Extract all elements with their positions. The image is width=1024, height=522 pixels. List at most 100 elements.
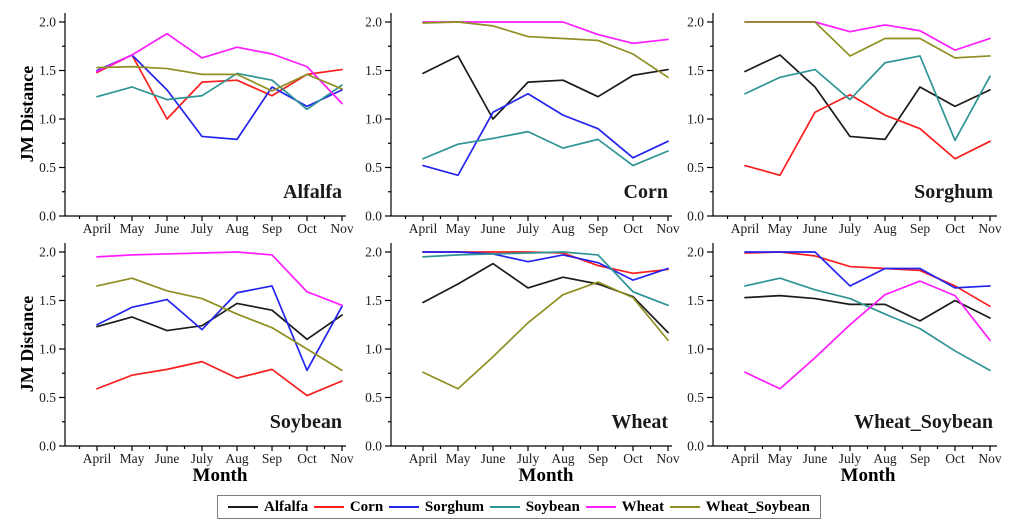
series-line-soybean (422, 251, 669, 307)
x-tick-label: April (409, 451, 438, 466)
legend-box: Alfalfa Corn Sorghum Soybean Wheat Wheat_Soyb… (217, 495, 821, 519)
subplot-soybean: 0.0 0.5 1.0 1.5 2.0 April May June July Aug Sep Oct… (39, 243, 354, 466)
x-tick-label: July (517, 221, 540, 236)
x-tick-label: Aug (225, 451, 248, 466)
series-line-wheat_soybean (422, 281, 669, 390)
x-tick-label: June (155, 451, 180, 466)
y-axis-title-bottom: JM Distance (17, 295, 37, 393)
subplot-sorghum: 0.0 0.5 1.0 1.5 2.0 April May June July Aug Sep Oct… (687, 13, 1002, 236)
y-tick-label: 1.0 (687, 342, 704, 357)
x-tick-label: Nov (656, 451, 679, 466)
y-tick-label: 0.5 (39, 160, 56, 175)
x-tick-label: July (839, 221, 862, 236)
x-tick-label: April (731, 221, 760, 236)
series-line-wheat_soybean (96, 277, 343, 372)
legend-item-sorghum: Sorghum (388, 498, 485, 516)
legend-label: Alfalfa (264, 498, 309, 515)
y-tick-label: 2.0 (687, 15, 704, 30)
x-tick-label: Aug (873, 221, 896, 236)
sorghum-line-swatch (388, 506, 419, 508)
x-tick-label: Nov (330, 221, 353, 236)
series-line-wheat (96, 32, 343, 105)
y-tick-label: 0.0 (39, 439, 56, 454)
alfalfa-line-swatch (228, 506, 258, 508)
y-tick-label: 0.5 (365, 160, 382, 175)
y-tick-label: 0.0 (687, 439, 704, 454)
series-line-alfalfa (422, 55, 669, 120)
series-line-wheat (744, 280, 991, 390)
legend-item-wheat_soybean: Wheat_Soybean (669, 498, 810, 516)
y-tick-label: 2.0 (365, 245, 382, 260)
x-tick-label: May (120, 451, 145, 466)
series-line-sorghum (422, 92, 669, 177)
series-line-sorghum (96, 54, 343, 141)
series-line-alfalfa (744, 294, 991, 322)
subplot-wheat_soybean: 0.0 0.5 1.0 1.5 2.0 April May June July Aug Sep Oct… (687, 243, 1002, 466)
x-axis-title-col3: Month (840, 465, 896, 486)
subplot-wheat: 0.0 0.5 1.0 1.5 2.0 April May June July Aug Sep Oct… (365, 243, 680, 466)
legend-label: Sorghum (424, 498, 485, 515)
jm-distance-figure: 0.0 0.5 1.0 1.5 2.0 April May June July Aug Sep Oct… (39, 13, 1002, 466)
x-tick-label: June (481, 451, 506, 466)
series-line-wheat_soybean (96, 65, 343, 92)
x-tick-label: May (446, 221, 471, 236)
legend-label: Wheat (621, 498, 665, 515)
y-tick-label: 1.0 (39, 112, 56, 127)
x-tick-label: July (517, 451, 540, 466)
x-tick-label: July (839, 451, 862, 466)
subplot-title: Corn (624, 181, 668, 203)
series-line-wheat_soybean (744, 21, 991, 59)
y-tick-label: 0.5 (39, 390, 56, 405)
series-line-corn (744, 93, 991, 177)
y-tick-label: 1.5 (365, 293, 382, 308)
y-tick-label: 0.0 (365, 209, 382, 224)
x-tick-label: Oct (945, 221, 965, 236)
wheat_soybean-line-swatch (669, 506, 700, 508)
series-line-corn (96, 360, 343, 397)
x-tick-label: Oct (623, 451, 643, 466)
y-tick-label: 1.5 (687, 63, 704, 78)
series-line-soybean (422, 130, 669, 167)
y-tick-label: 0.0 (365, 439, 382, 454)
x-tick-label: July (191, 451, 214, 466)
x-axis-title-col2: Month (518, 465, 574, 486)
series-line-sorghum (422, 251, 669, 281)
y-tick-label: 2.0 (687, 245, 704, 260)
y-tick-label: 0.5 (365, 390, 382, 405)
legend-label: Wheat_Soybean (705, 498, 810, 515)
series-line-wheat (744, 21, 991, 51)
y-tick-label: 2.0 (39, 245, 56, 260)
x-tick-label: Nov (978, 221, 1001, 236)
soybean-line-swatch (489, 506, 520, 508)
x-tick-label: Sep (262, 221, 283, 236)
corn-line-swatch (313, 506, 344, 508)
series-line-sorghum (96, 285, 343, 372)
series-line-alfalfa (744, 54, 991, 141)
y-tick-label: 0.5 (687, 160, 704, 175)
y-tick-label: 2.0 (365, 15, 382, 30)
x-tick-label: Sep (588, 451, 609, 466)
x-tick-label: June (803, 451, 828, 466)
x-tick-label: Oct (297, 451, 317, 466)
x-tick-label: Oct (297, 221, 317, 236)
series-line-wheat (422, 21, 669, 45)
series-line-soybean (96, 72, 343, 111)
y-tick-label: 0.0 (687, 209, 704, 224)
x-tick-label: May (446, 451, 471, 466)
series-line-soybean (744, 55, 991, 142)
y-tick-label: 1.0 (687, 112, 704, 127)
x-tick-label: Oct (945, 451, 965, 466)
legend-item-corn: Corn (313, 498, 384, 516)
x-tick-label: April (409, 221, 438, 236)
series-line-soybean (744, 277, 991, 372)
x-tick-label: May (768, 451, 793, 466)
wheat-line-swatch (585, 506, 616, 508)
legend-label: Corn (349, 498, 384, 515)
legend-item-wheat: Wheat (585, 498, 665, 516)
legend-label: Soybean (525, 498, 580, 515)
y-tick-label: 2.0 (39, 15, 56, 30)
x-tick-label: Sep (588, 221, 609, 236)
series-line-alfalfa (96, 302, 343, 341)
x-tick-label: Aug (551, 221, 574, 236)
